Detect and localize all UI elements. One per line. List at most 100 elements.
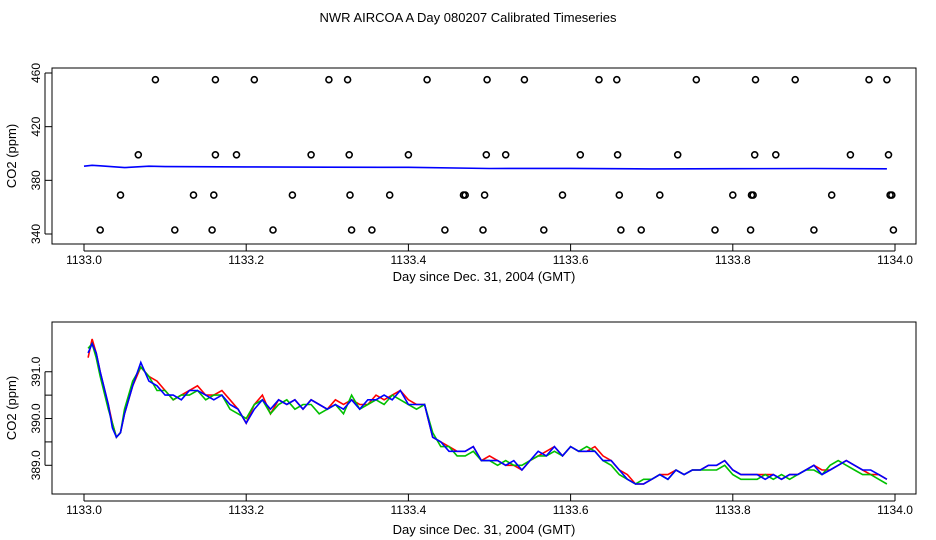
data-point: [612, 75, 621, 84]
data-point: [368, 226, 376, 234]
x-tick-label: 1133.4: [390, 253, 426, 267]
top-chart: 1133.0 1133.2 1133.4 1133.6 1133.8 1134.0 340…: [4, 63, 917, 284]
data-point: [520, 75, 529, 84]
top-chart-frame: [51, 67, 917, 245]
data-point: [151, 75, 160, 84]
top-chart-plot-area: [83, 75, 898, 234]
data-point: [884, 151, 893, 159]
data-point: [232, 151, 241, 159]
x-tick-label: 1133.8: [715, 253, 751, 267]
x-tick-label: 1133.6: [553, 503, 589, 517]
x-tick-label: 1133.6: [553, 253, 589, 267]
data-point: [307, 151, 315, 159]
data-point: [345, 151, 354, 159]
data-point: [325, 75, 333, 84]
figure-title: NWR AIRCOA A Day 080207 Calibrated Times…: [320, 10, 617, 25]
bottom-chart-frame: [51, 321, 917, 495]
series-line-blue: [87, 341, 888, 485]
data-point: [637, 226, 646, 234]
data-point: [576, 151, 585, 159]
data-point: [347, 226, 356, 234]
x-tick-label: 1134.0: [877, 503, 913, 517]
data-point: [461, 191, 470, 199]
data-point: [134, 151, 143, 159]
bottom-chart-plot-area: [87, 338, 888, 485]
data-point: [539, 226, 548, 234]
data-point: [385, 191, 394, 199]
data-point: [423, 75, 431, 84]
y-tick-label: 380: [29, 170, 43, 190]
bottom-chart: 1133.0 1133.2 1133.4 1133.6 1133.8 1134.0 389…: [4, 321, 917, 537]
bottom-chart-x-axis: 1133.0 1133.2 1133.4 1133.6 1133.8 1134.0: [66, 494, 913, 517]
data-point: [343, 75, 352, 84]
bottom-chart-x-label: Day since Dec. 31, 2004 (GMT): [393, 522, 576, 537]
x-tick-label: 1133.0: [66, 253, 102, 267]
data-point: [479, 226, 487, 234]
data-point: [346, 191, 354, 199]
x-tick-label: 1133.2: [228, 253, 264, 267]
data-point: [728, 191, 737, 199]
data-point: [189, 191, 198, 199]
y-tick-label: 460: [29, 63, 43, 83]
data-point: [746, 226, 755, 234]
data-point: [615, 191, 624, 199]
bottom-chart-y-axis: 389.0 390.0 391.0: [29, 356, 52, 480]
data-point: [711, 226, 719, 234]
y-tick-label: 390.0: [29, 403, 43, 433]
data-point: [751, 75, 760, 84]
data-point: [846, 151, 855, 159]
series-line-blue: [83, 164, 887, 170]
data-point: [673, 151, 682, 159]
x-tick-label: 1134.0: [877, 253, 913, 267]
x-tick-label: 1133.4: [390, 503, 426, 517]
series-line-green: [87, 342, 888, 485]
data-point: [250, 75, 259, 84]
data-point: [288, 191, 297, 199]
data-point: [791, 75, 800, 84]
data-point: [617, 226, 625, 234]
data-point: [208, 226, 216, 234]
data-point: [827, 191, 836, 199]
top-chart-y-axis: 340 380 420 460: [29, 63, 52, 244]
data-point: [558, 191, 567, 199]
data-point: [613, 151, 622, 159]
data-point: [210, 191, 218, 199]
data-point: [595, 75, 603, 84]
data-point: [810, 226, 818, 234]
data-point: [771, 151, 780, 159]
data-point: [865, 75, 873, 84]
data-point: [501, 151, 510, 159]
y-tick-label: 391.0: [29, 356, 43, 386]
data-point: [269, 226, 277, 234]
data-point: [441, 226, 449, 234]
top-chart-y-label: CO2 (ppm): [4, 124, 19, 188]
data-point: [483, 75, 491, 84]
x-tick-label: 1133.2: [228, 503, 264, 517]
data-point: [889, 226, 898, 234]
data-point: [116, 191, 125, 199]
data-point: [404, 151, 413, 159]
x-tick-label: 1133.0: [66, 503, 102, 517]
data-point: [211, 75, 220, 84]
data-point: [96, 226, 104, 234]
data-point: [749, 191, 757, 199]
data-point: [482, 151, 491, 159]
data-point: [692, 75, 701, 84]
top-chart-x-axis: 1133.0 1133.2 1133.4 1133.6 1133.8 1134.0: [66, 244, 913, 267]
data-point: [655, 191, 664, 199]
data-point: [750, 151, 759, 159]
data-point: [887, 191, 896, 199]
x-tick-label: 1133.8: [715, 503, 751, 517]
data-point: [211, 151, 220, 159]
y-tick-label: 420: [29, 116, 43, 136]
y-tick-label: 389.0: [29, 450, 43, 480]
series-line-red: [87, 338, 888, 485]
y-tick-label: 340: [29, 224, 43, 244]
bottom-chart-y-label: CO2 (ppm): [4, 376, 19, 440]
data-point: [171, 226, 179, 234]
data-point: [480, 191, 489, 199]
data-point: [883, 75, 891, 84]
top-chart-x-label: Day since Dec. 31, 2004 (GMT): [393, 269, 576, 284]
